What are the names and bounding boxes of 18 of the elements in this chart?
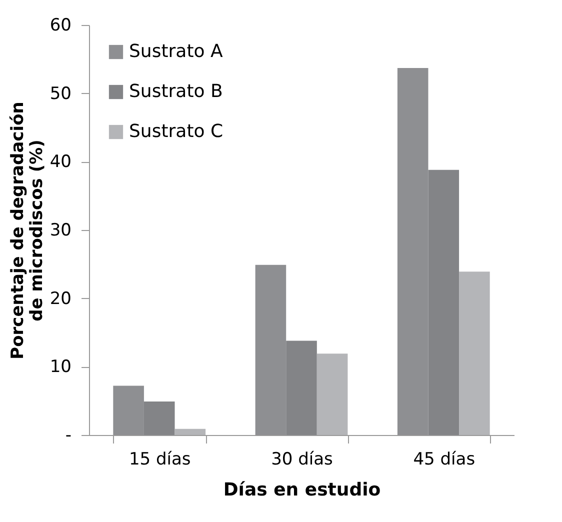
y-tick-label: - [65,426,72,446]
y-tick-label: 10 [50,357,72,378]
x-tick-label: 30 días [271,450,334,470]
y-tick-label: 60 [50,16,72,36]
legend-label: Sustrato C [129,121,224,142]
y-tick-label: 20 [50,288,72,309]
bar [316,354,348,435]
y-tick-label: 40 [50,152,72,172]
bar [174,428,206,435]
x-tick-label: 45 días [413,450,476,470]
legend-label: Sustrato B [129,81,223,102]
y-axis-title: Porcentaje de degradación de microdiscos (%) [8,102,47,360]
bar [459,272,490,435]
y-tick-label: 30 [50,220,72,240]
legend-label: Sustrato A [129,41,224,62]
x-tick-label: 15 días [128,450,191,470]
x-axis-title: Días en estudio [223,480,381,500]
y-tick-label: 50 [50,84,72,104]
